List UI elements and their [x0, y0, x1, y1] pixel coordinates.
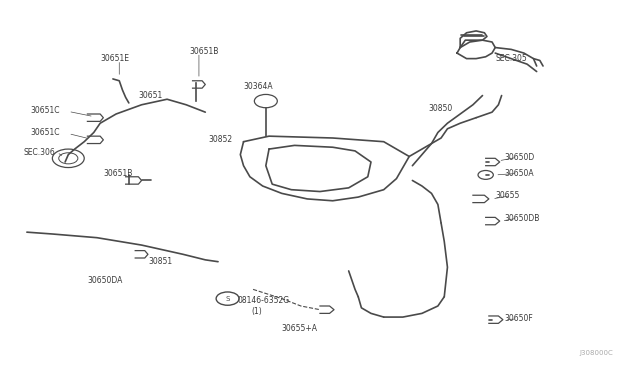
- Text: (1): (1): [251, 307, 262, 316]
- Text: 30651: 30651: [138, 91, 163, 100]
- Text: 30651B: 30651B: [103, 169, 132, 177]
- Text: 30650DA: 30650DA: [88, 276, 123, 285]
- Text: 30650F: 30650F: [505, 314, 534, 323]
- Text: 30650A: 30650A: [505, 169, 534, 178]
- Text: 30851: 30851: [148, 257, 172, 266]
- Text: 30850: 30850: [428, 104, 452, 113]
- Text: SEC.305: SEC.305: [495, 54, 527, 63]
- Text: S: S: [225, 296, 230, 302]
- Text: 30852: 30852: [209, 135, 232, 144]
- Text: 30655: 30655: [495, 191, 520, 200]
- Text: 30364A: 30364A: [244, 82, 273, 91]
- Text: J308000C: J308000C: [579, 350, 613, 356]
- Text: 30650DB: 30650DB: [505, 214, 540, 222]
- Text: 30651E: 30651E: [100, 54, 129, 63]
- Text: 30651B: 30651B: [189, 47, 219, 56]
- Text: 30650D: 30650D: [505, 153, 535, 162]
- Text: 08146-6352G: 08146-6352G: [237, 296, 289, 305]
- Text: 30655+A: 30655+A: [282, 324, 318, 333]
- Text: 30651C: 30651C: [30, 106, 60, 115]
- Text: 30651C: 30651C: [30, 128, 60, 137]
- Text: SEC.306: SEC.306: [24, 148, 56, 157]
